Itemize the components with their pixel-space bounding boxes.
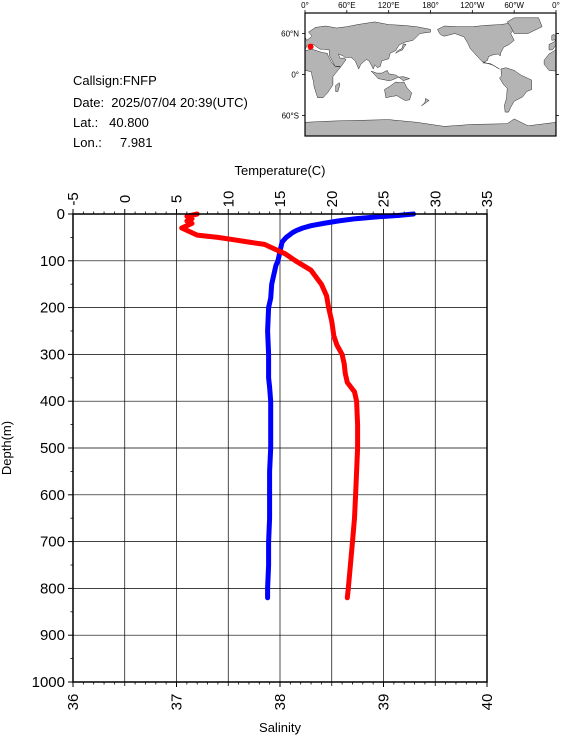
depth-tick-label: 300 bbox=[40, 346, 65, 363]
temperature-tick-label: 0 bbox=[117, 195, 134, 203]
plot-series bbox=[179, 211, 416, 601]
land-eurasia-west bbox=[548, 21, 556, 69]
land-africa-west bbox=[543, 48, 556, 98]
depth-tick-label: 100 bbox=[40, 253, 65, 270]
land-north-america bbox=[437, 22, 515, 70]
map-land bbox=[305, 17, 556, 136]
temperature-tick-label: 20 bbox=[324, 191, 341, 208]
salinity-tick-label: 38 bbox=[272, 694, 289, 711]
map-longitude-label: 0° bbox=[301, 1, 309, 10]
temperature-profile-line bbox=[265, 211, 416, 601]
depth-tick-label: 600 bbox=[40, 487, 65, 504]
temperature-tick-label: 25 bbox=[376, 191, 393, 208]
map-latitude-label: 0° bbox=[291, 71, 299, 80]
land-australia bbox=[384, 81, 412, 101]
temperature-tick-label: 30 bbox=[427, 191, 444, 208]
salinity-tick-label: 36 bbox=[65, 694, 82, 711]
callsign-text: Callsign:FNFP bbox=[73, 73, 157, 88]
depth-tick-label: 800 bbox=[40, 580, 65, 597]
depth-tick-label: 0 bbox=[57, 206, 65, 223]
land-new-zealand bbox=[421, 98, 430, 107]
depth-tick-label: 400 bbox=[40, 393, 65, 410]
salinity-axis-label: Salinity bbox=[259, 720, 301, 735]
temperature-tick-label: 10 bbox=[220, 191, 237, 208]
land-africa-east bbox=[305, 48, 341, 98]
map-longitude-label: 180° bbox=[422, 1, 439, 10]
map-longitude-label: 120°W bbox=[460, 1, 485, 10]
depth-tick-label: 1000 bbox=[32, 674, 65, 691]
salinity-tick-label: 40 bbox=[479, 694, 496, 711]
temperature-tick-label: 15 bbox=[272, 191, 289, 208]
date-text: Date: 2025/07/04 20:39(UTC) bbox=[73, 95, 248, 110]
depth-tick-label: 900 bbox=[40, 627, 65, 644]
world-map: 0° 60°E 120°E 180° 120°W 60°W 0° 60°N 0° 60°S bbox=[281, 1, 560, 137]
plot-ticks: -5 0 5 10 15 20 25 30 35010020030040050060070080… bbox=[32, 191, 496, 711]
land-uk-west bbox=[551, 33, 556, 41]
map-ticks: 0° 60°E 120°E 180° 120°W 60°W 0° 60°N 0° 60°S bbox=[281, 1, 560, 121]
map-latitude-label: 60°S bbox=[282, 112, 299, 121]
salinity-profile-line bbox=[179, 211, 361, 601]
land-south-america bbox=[499, 67, 532, 113]
map-longitude-label: 120°E bbox=[378, 1, 400, 10]
station-marker bbox=[307, 43, 314, 50]
depth-tick-label: 200 bbox=[40, 300, 65, 317]
land-madagascar bbox=[335, 82, 341, 92]
depth-axis-label: Depth(m) bbox=[0, 421, 14, 475]
depth-tick-label: 500 bbox=[40, 440, 65, 457]
depth-tick-label: 700 bbox=[40, 534, 65, 551]
plot-grid bbox=[73, 214, 487, 682]
map-latitude-label: 60°N bbox=[281, 30, 299, 39]
land-greenland bbox=[506, 17, 543, 34]
land-eurasia-east bbox=[305, 21, 431, 70]
temperature-tick-label: -5 bbox=[65, 192, 82, 205]
plot-frame bbox=[72, 213, 488, 683]
land-indonesia bbox=[371, 70, 411, 81]
temperature-tick-label: 5 bbox=[169, 195, 186, 203]
temperature-axis-label: Temperature(C) bbox=[234, 163, 325, 178]
land-japan bbox=[395, 43, 407, 54]
map-longitude-label: 0° bbox=[552, 1, 560, 10]
map-longitude-label: 60°E bbox=[338, 1, 355, 10]
temperature-tick-label: 35 bbox=[479, 191, 496, 208]
salinity-tick-label: 39 bbox=[376, 694, 393, 711]
longitude-text: Lon.: 7.981 bbox=[73, 135, 153, 150]
salinity-tick-label: 37 bbox=[169, 694, 186, 711]
map-longitude-label: 60°W bbox=[504, 1, 524, 10]
latitude-text: Lat.: 40.800 bbox=[73, 115, 149, 130]
land-antarctica bbox=[305, 118, 556, 136]
profile-plot: -5 0 5 10 15 20 25 30 35010020030040050060070080… bbox=[0, 163, 496, 735]
